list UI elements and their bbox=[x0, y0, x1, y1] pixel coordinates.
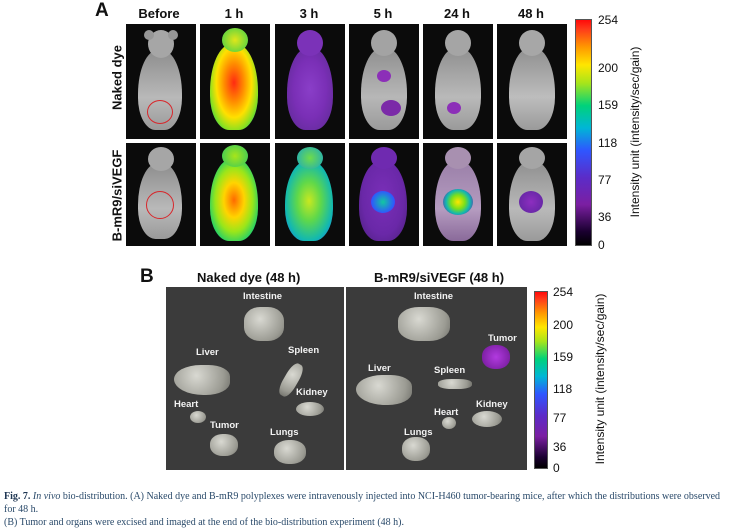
colorbar-b bbox=[534, 291, 548, 469]
figure-caption: Fig. 7. In vivo bio-distribution. (A) Na… bbox=[4, 490, 732, 529]
column-label-before: Before bbox=[138, 6, 180, 21]
organ-label: Kidney bbox=[296, 387, 328, 398]
colorbar-a-tick: 200 bbox=[598, 61, 619, 75]
panel-b-right-title: B-mR9/siVEGF (48 h) bbox=[374, 270, 505, 285]
organ-label: Spleen bbox=[288, 345, 320, 356]
colorbar-b-tick: 118 bbox=[553, 382, 573, 396]
image-naked-dye-before bbox=[126, 24, 196, 139]
image-bmr9-48h bbox=[497, 143, 567, 246]
colorbar-b-tick: 36 bbox=[553, 440, 567, 454]
colorbar-a-title: Intensity unit (intensity/sec/gain) bbox=[628, 46, 642, 218]
image-naked-dye-48h bbox=[497, 24, 567, 139]
organ-label: Intestine bbox=[243, 291, 283, 302]
colorbar-a-tick: 254 bbox=[598, 13, 619, 27]
column-label-3h: 3 h bbox=[299, 6, 319, 21]
image-naked-dye-3h bbox=[275, 24, 345, 139]
row-label-naked-dye: Naked dye bbox=[109, 44, 125, 111]
colorbar-a-tick: 36 bbox=[598, 210, 612, 224]
organ-label: Tumor bbox=[210, 420, 239, 431]
colorbar-b-tick: 254 bbox=[553, 285, 574, 299]
organ-label: Spleen bbox=[434, 365, 466, 376]
organ-label: Heart bbox=[434, 407, 459, 418]
colorbar-b-tick: 159 bbox=[553, 350, 574, 364]
caption-line-1: Fig. 7. In vivo bio-distribution. (A) Na… bbox=[4, 490, 732, 516]
column-label-24h: 24 h bbox=[443, 6, 470, 21]
caption-label: Fig. 7. bbox=[4, 491, 31, 502]
organ-label: Lungs bbox=[270, 427, 299, 438]
panel-a-letter: A bbox=[95, 0, 109, 21]
colorbar-b-tick: 77 bbox=[553, 411, 567, 425]
organ-label: Kidney bbox=[476, 399, 508, 410]
panel-b-letter: B bbox=[140, 266, 154, 287]
image-bmr9-24h bbox=[423, 143, 493, 246]
colorbar-b-tick: 200 bbox=[553, 318, 574, 332]
colorbar-b-title: Intensity unit (intensity/sec/gain) bbox=[593, 293, 607, 465]
column-label-5h: 5 h bbox=[373, 6, 393, 21]
image-naked-dye-5h bbox=[349, 24, 419, 139]
column-label-1h: 1 h bbox=[224, 6, 244, 21]
caption-line-1-text: bio-distribution. (A) Naked dye and B-mR… bbox=[4, 491, 721, 515]
image-bmr9-before bbox=[126, 143, 196, 246]
image-bmr9-1h bbox=[200, 143, 270, 246]
organ-label: Intestine bbox=[414, 291, 454, 302]
colorbar-a-tick: 77 bbox=[598, 173, 612, 187]
image-naked-dye-24h bbox=[423, 24, 493, 139]
tumor-marker bbox=[146, 191, 174, 219]
colorbar-a-tick: 118 bbox=[598, 136, 618, 150]
column-label-48h: 48 h bbox=[517, 6, 544, 21]
caption-italic: In vivo bbox=[32, 491, 61, 502]
colorbar-a bbox=[575, 19, 592, 246]
colorbar-a-tick: 159 bbox=[598, 98, 619, 112]
organ-label: Liver bbox=[196, 347, 219, 358]
organ-label: Heart bbox=[174, 399, 199, 410]
organ-image-bmr9-sivegf: Intestine Tumor Liver Spleen Heart Kidne… bbox=[346, 287, 527, 470]
tumor-marker bbox=[147, 100, 173, 124]
organ-label: Tumor bbox=[488, 333, 517, 344]
row-label-bmr9-sivegf: B-mR9/siVEGF bbox=[109, 149, 125, 242]
colorbar-a-tick: 0 bbox=[598, 238, 605, 252]
image-bmr9-3h bbox=[275, 143, 345, 246]
panel-b-left-title: Naked dye (48 h) bbox=[197, 270, 301, 285]
caption-line-2: (B) Tumor and organs were excised and im… bbox=[4, 517, 404, 528]
image-bmr9-5h bbox=[349, 143, 419, 246]
organ-label: Liver bbox=[368, 363, 391, 374]
organ-image-naked-dye: Intestine Liver Spleen Heart Kidney Tumo… bbox=[166, 287, 344, 470]
image-naked-dye-1h bbox=[200, 24, 270, 139]
colorbar-b-tick: 0 bbox=[553, 461, 560, 475]
organ-label: Lungs bbox=[404, 427, 433, 438]
